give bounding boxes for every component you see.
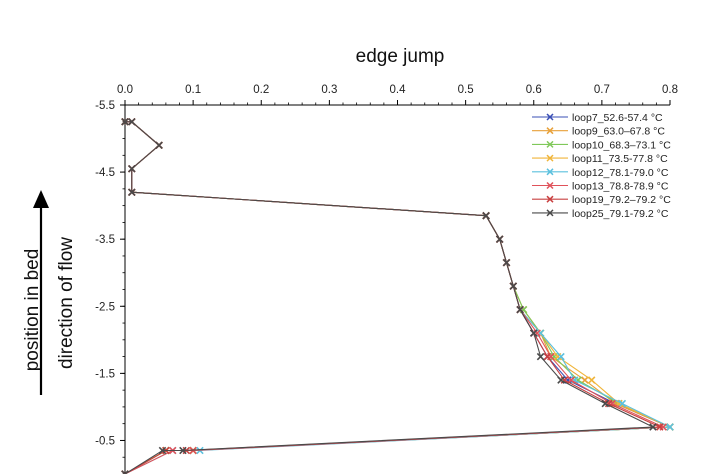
legend-marker	[546, 181, 554, 190]
axis-titles: edge jump position in bed direction of f…	[22, 46, 444, 395]
x-tick-label: 0.3	[321, 84, 337, 96]
legend-marker	[546, 209, 554, 217]
data-point	[179, 446, 187, 455]
x-tick-label: 0.7	[594, 84, 610, 96]
legend-label: loop7_52.6-57.4 °C	[572, 112, 663, 124]
data-point	[121, 470, 129, 474]
y-axis-title: position in bed	[22, 249, 43, 372]
data-point	[502, 258, 511, 267]
x-tick-label: 0.0	[117, 84, 133, 96]
data-point	[587, 376, 596, 384]
data-point	[656, 423, 664, 431]
legend-item: loop7_52.6-57.4 °C	[532, 112, 663, 124]
y-axis-subtitle: direction of flow	[56, 237, 77, 369]
legend-label: loop9_63.0–67.8 °C	[572, 126, 665, 138]
y-tick-label: -1.5	[95, 368, 115, 380]
data-point	[601, 399, 610, 408]
y-tick-label: -2.5	[95, 301, 115, 313]
data-point	[128, 188, 136, 196]
data-point	[516, 305, 524, 314]
series-line	[124, 121, 656, 474]
data-point	[128, 164, 136, 173]
legend-marker	[546, 154, 554, 162]
x-tick-label: 0.5	[458, 84, 474, 96]
legend-marker	[546, 127, 554, 135]
x-tick-label: 0.4	[390, 84, 407, 96]
flow-arrow-icon	[33, 190, 49, 208]
y-tick-label: -0.5	[95, 435, 115, 447]
x-tick-label: 0.8	[662, 84, 678, 96]
x-tick-label: 0.1	[185, 84, 201, 96]
legend-label: loop13_78.8-78.9 °C	[572, 181, 669, 193]
data-point	[509, 282, 518, 290]
legend-item: loop11_73.5-77.8 °C	[532, 153, 668, 165]
legend-marker	[546, 195, 554, 203]
legend-marker	[546, 113, 554, 121]
data-point	[155, 141, 163, 150]
x-tick-label: 0.2	[253, 84, 269, 96]
data-point	[536, 352, 545, 361]
legend-item: loop9_63.0–67.8 °C	[532, 126, 665, 138]
legend-label: loop25_79.1-79.2 °C	[572, 208, 669, 220]
data-point	[482, 211, 490, 220]
legend-marker	[546, 140, 554, 148]
series-group	[121, 118, 674, 474]
legend-label: loop19_79.2–79.2 °C	[572, 194, 671, 206]
legend-item: loop19_79.2–79.2 °C	[532, 194, 671, 206]
axes: 0.0 0.1 0.2 0.3 0.4 0.5 0.6 0.7 0.8 -5.5 -4.5 -3.5 -…	[95, 84, 678, 474]
legend-label: loop11_73.5-77.8 °C	[572, 153, 668, 165]
data-point	[666, 423, 674, 431]
data-point	[557, 352, 565, 361]
legend-item: loop12_78.1-79.0 °C	[532, 167, 669, 179]
y-tick-label: -3.5	[95, 234, 115, 246]
data-point	[158, 446, 167, 455]
y-tick-label: -5.5	[95, 100, 115, 112]
legend-label: loop12_78.1-79.0 °C	[572, 167, 669, 179]
x-axis-title: edge jump	[356, 46, 445, 67]
x-tick-label: 0.6	[526, 84, 542, 96]
data-point	[557, 376, 565, 384]
data-point	[618, 399, 627, 408]
data-point	[543, 352, 552, 361]
legend-label: loop10_68.3–73.1 °C	[572, 139, 671, 151]
data-point	[529, 329, 538, 337]
legend-marker	[546, 168, 554, 176]
legend-item: loop13_78.8-78.9 °C	[532, 181, 669, 193]
y-tick-label: -4.5	[95, 167, 115, 179]
data-point	[121, 118, 129, 126]
data-point	[649, 423, 657, 431]
series-8	[121, 118, 657, 474]
legend-item: loop10_68.3–73.1 °C	[532, 139, 671, 151]
legend-item: loop25_79.1-79.2 °C	[532, 208, 669, 220]
data-point	[495, 235, 504, 243]
data-point	[128, 118, 136, 126]
